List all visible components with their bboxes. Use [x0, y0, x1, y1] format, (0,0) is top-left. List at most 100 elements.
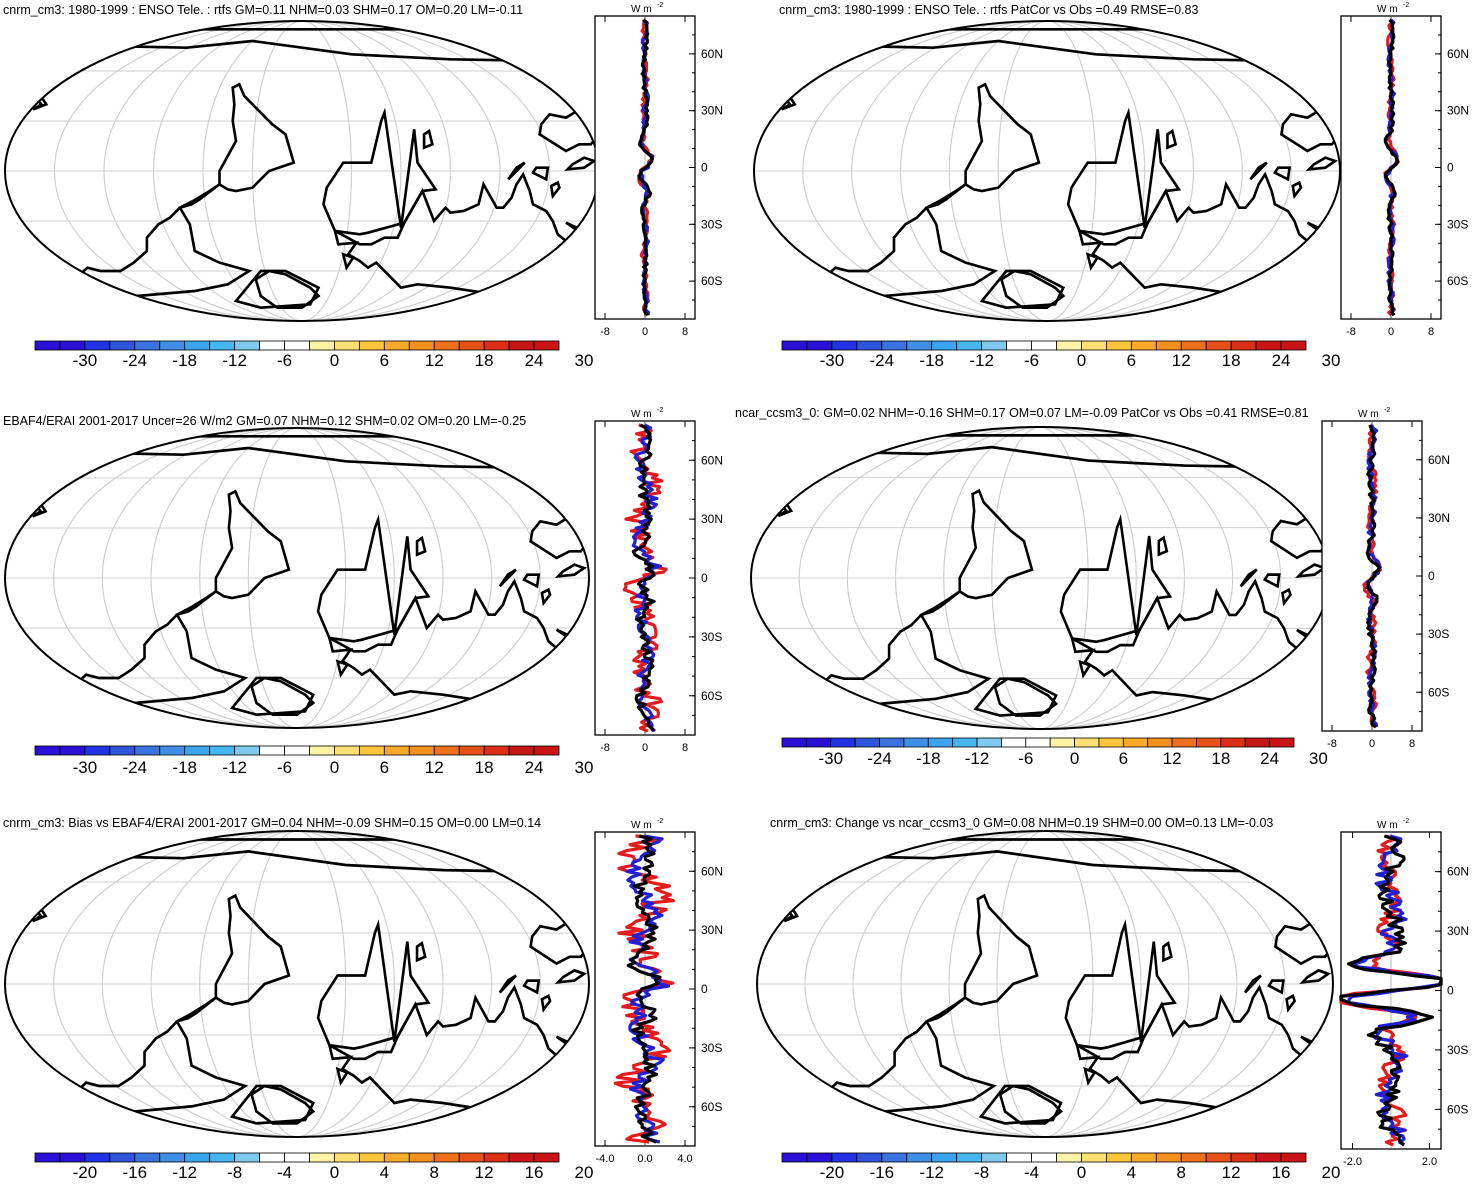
graticule-lon	[202, 21, 402, 321]
colorbar-box	[1180, 340, 1207, 351]
y-tick-label: 0	[701, 571, 708, 585]
graticule-lon	[798, 427, 1282, 729]
colorbar-box	[831, 340, 858, 351]
y-tick-label: 0	[1447, 161, 1454, 175]
colorbar-label: 24	[1272, 351, 1291, 370]
colorbar-box	[1001, 737, 1027, 748]
colorbar-box	[458, 340, 485, 351]
graticule-lon	[53, 428, 541, 728]
colorbar-box	[309, 745, 335, 756]
colorbar-label: -12	[965, 749, 990, 768]
colorbar-box	[383, 340, 410, 351]
map-frame	[4, 427, 590, 729]
colorbar-box	[508, 340, 535, 351]
colorbar-box	[109, 745, 136, 756]
colorbar-box	[433, 340, 460, 351]
panel-title: ncar_ccsm3_0: GM=0.02 NHM=-0.16 SHM=0.17…	[735, 406, 1309, 420]
graticule-lon	[846, 427, 1234, 729]
colorbar-label: -30	[820, 351, 845, 370]
colorbar-box	[1122, 737, 1149, 748]
colorbar-box	[1220, 737, 1246, 748]
graticule-lon	[997, 21, 1097, 321]
colorbar-label: -12	[969, 351, 994, 370]
y-tick-label: 30N	[1428, 511, 1450, 525]
graticule-lon	[900, 21, 1194, 321]
colorbar-box	[533, 745, 560, 756]
colorbar-label: 24	[525, 351, 544, 370]
x-tick-label: -8	[600, 742, 610, 754]
colorbar-label: -30	[73, 351, 98, 370]
colorbar-label: -12	[222, 351, 247, 370]
x-tick-label: 8	[682, 326, 688, 338]
colorbar-box	[1130, 340, 1157, 351]
y-tick-label: 60S	[1428, 685, 1449, 699]
colorbar-box	[981, 340, 1007, 351]
colorbar-box	[134, 745, 161, 756]
colorbar-box	[358, 340, 385, 351]
colorbar-box	[259, 745, 285, 756]
colorbar-box	[334, 745, 360, 756]
colorbar-box	[458, 745, 485, 756]
colorbar-label: 12	[1163, 749, 1182, 768]
colorbar-box	[134, 340, 161, 351]
colorbar-box	[159, 745, 186, 756]
colorbar-box	[927, 737, 954, 748]
zonal-mean-plot: W m -2 60N 30N 0 30S 60S -8 0 8	[1340, 2, 1469, 338]
colorbar-label: -6	[1018, 749, 1033, 768]
colorbar-box	[84, 340, 111, 351]
colorbar-label: 24	[525, 758, 544, 777]
colorbar-box	[881, 340, 908, 351]
map-field	[754, 21, 1340, 321]
colorbar: -30 -24 -18 -12 -6 0 6 12 18 24 30	[781, 737, 1328, 768]
colorbar: -30 -24 -18 -12 -6 0 6 12 18 24 30	[781, 340, 1340, 370]
colorbar-box	[1230, 340, 1257, 351]
colorbar-box	[508, 745, 535, 756]
colorbar-box	[952, 737, 978, 748]
y-tick-label: 30N	[701, 104, 723, 118]
map-field	[5, 428, 589, 728]
colorbar-box	[259, 340, 285, 351]
colorbar-label: 18	[475, 351, 494, 370]
colorbar-label: 18	[1222, 351, 1241, 370]
colorbar-label: 30	[574, 758, 593, 777]
colorbar-box	[1171, 737, 1197, 748]
colorbar-box	[1155, 340, 1182, 351]
colorbar-label: 12	[425, 351, 444, 370]
colorbar-label: -30	[73, 758, 98, 777]
map-panel-1: cnrm_cm3: 1980-1999 : ENSO Tele. : rtfs …	[3, 2, 723, 370]
colorbar-box	[34, 745, 61, 756]
units-label: W m	[1358, 409, 1379, 420]
colorbar-box	[59, 745, 86, 756]
map-panel-3: EBAF4/ERAI 2001-2017 Uncer=26 W/m2 GM=0.…	[3, 407, 723, 777]
colorbar-box	[159, 340, 186, 351]
map-frame	[753, 20, 1341, 322]
panel-title: cnrm_cm3: 1980-1999 : ENSO Tele. : rtfs …	[3, 3, 523, 17]
y-tick-label: 30S	[701, 630, 722, 644]
colorbar-box	[856, 340, 883, 351]
y-tick-label: 60S	[701, 689, 722, 703]
graticule-lon	[199, 428, 395, 728]
y-tick-label: 0	[1428, 569, 1435, 583]
y-tick-label: 60N	[701, 453, 723, 467]
map-field	[5, 21, 599, 321]
units-exponent: -2	[657, 2, 663, 9]
colorbar-label: 0	[1077, 351, 1086, 370]
graticule-lon	[802, 21, 1292, 321]
colorbar-label: -24	[123, 758, 148, 777]
units-exponent: -2	[657, 407, 663, 414]
graticule-lon	[153, 21, 451, 321]
zonal-series-black	[637, 18, 654, 317]
graticule-lon	[101, 428, 493, 728]
units-exponent: -2	[1403, 2, 1409, 9]
zonal-mean-plot: W m -2 60N 30N 0 30S 60S -8 0 8	[1321, 407, 1450, 750]
colorbar-label: 6	[380, 758, 389, 777]
map-panel-2: cnrm_cm3: 1980-1999 : ENSO Tele. : rtfs …	[753, 2, 1469, 370]
y-tick-label: 60N	[1428, 453, 1450, 467]
units-exponent: -2	[1384, 407, 1390, 414]
colorbar-box	[1025, 737, 1051, 748]
colorbar-box	[1205, 340, 1232, 351]
colorbar-box	[408, 340, 435, 351]
y-tick-label: 60S	[1447, 274, 1468, 288]
colorbar-box	[879, 737, 905, 748]
colorbar-label: 6	[1127, 351, 1136, 370]
